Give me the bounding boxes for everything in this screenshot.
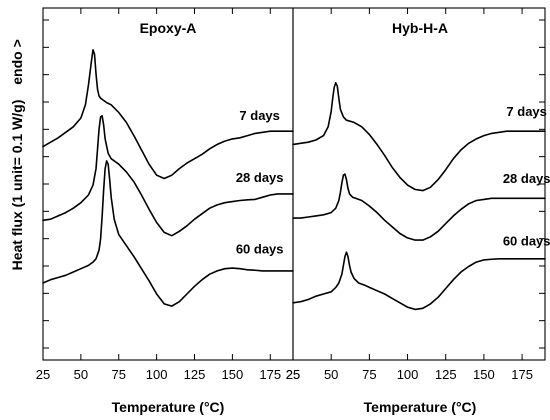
series-line-28-days bbox=[292, 173, 546, 241]
series-line-60-days bbox=[42, 160, 294, 307]
x-tick-label: 150 bbox=[222, 367, 244, 382]
series-line-7-days bbox=[42, 49, 294, 180]
x-tick-label: 75 bbox=[362, 367, 376, 382]
curve-label: 7 days bbox=[506, 104, 546, 119]
curve-label: 60 days bbox=[503, 234, 550, 249]
series-line-28-days bbox=[42, 115, 294, 237]
x-tick-label: 100 bbox=[146, 367, 168, 382]
x-tick-label: 100 bbox=[397, 367, 419, 382]
x-tick-label: 25 bbox=[286, 367, 300, 382]
x-tick-label: 175 bbox=[511, 367, 533, 382]
right-x-axis-label: Temperature (°C) bbox=[364, 399, 477, 415]
endo-annotation: endo > bbox=[9, 39, 25, 85]
x-tick-label: 50 bbox=[324, 367, 338, 382]
y-axis-label: Heat flux (1 unit= 0.1 W/g) bbox=[9, 100, 25, 271]
series-line-7-days bbox=[292, 82, 546, 192]
series-line-60-days bbox=[292, 251, 546, 311]
x-tick-label: 175 bbox=[259, 367, 281, 382]
curve-label: 28 days bbox=[503, 171, 550, 186]
x-tick-label: 75 bbox=[112, 367, 126, 382]
curve-label: 7 days bbox=[239, 108, 279, 123]
x-tick-label: 125 bbox=[435, 367, 457, 382]
chart-marks: 25 50 75 100 125 150 175 25 7 days 28 days 60 days… bbox=[36, 8, 550, 382]
x-tick-label: 25 bbox=[286, 367, 300, 382]
x-tick-label: 25 bbox=[36, 367, 50, 382]
curve-label: 28 days bbox=[236, 170, 284, 185]
x-tick-label: 150 bbox=[473, 367, 495, 382]
x-tick-label: 125 bbox=[184, 367, 206, 382]
left-x-axis-label: Temperature (°C) bbox=[112, 399, 225, 415]
right-panel-title: Hyb-H-A bbox=[392, 20, 448, 36]
left-panel-title: Epoxy-A bbox=[140, 20, 197, 36]
curve-label: 60 days bbox=[236, 241, 284, 256]
x-tick-label: 50 bbox=[74, 367, 88, 382]
